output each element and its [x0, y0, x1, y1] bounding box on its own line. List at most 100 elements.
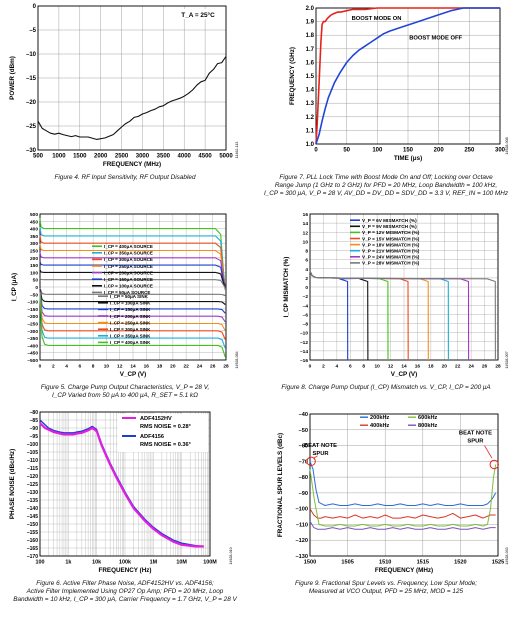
x-tick-label: 14: [401, 364, 407, 370]
x-tick-label: 2: [322, 364, 325, 370]
beat-note-annotation-right-line2: SPUR: [467, 438, 484, 444]
y-tick-label: –120: [296, 538, 308, 544]
mismatch-curve-2: [309, 270, 369, 361]
boost-off-label: BOOST MODE OFF: [409, 35, 462, 41]
y-tick-label: 350: [30, 234, 38, 240]
legend-label: I_CP = 400μA SINK: [110, 340, 151, 345]
y-tick-label: –50: [30, 292, 38, 298]
legend-label: ADF4152HV: [140, 416, 172, 422]
fig9-caption: Figure 9. Fractional Spur Levels vs. Fre…: [258, 580, 514, 596]
mismatch-curve-3: [309, 270, 389, 361]
y-tick-label: –155: [27, 530, 38, 536]
y-tick-label: –125: [27, 482, 38, 488]
fig6-caption-line-3: Bandwidth = 10 kHz, I_CP = 300 μA, Carri…: [13, 596, 237, 604]
rf-sensitivity-line: [37, 56, 227, 140]
x-tick-label: 26: [482, 364, 488, 370]
x-tick-label: 1515: [417, 560, 429, 566]
fig6-caption-line-1: Figure 6. Active Filter Phase Noise, ADF…: [36, 580, 214, 587]
x-tick-label: 8: [92, 364, 95, 370]
x-tick-label: 1M: [150, 560, 158, 566]
x-tick-label: 1000: [52, 154, 66, 160]
y-tick-label: –145: [27, 514, 38, 520]
x-tick-label: 20: [442, 364, 448, 370]
legend-label: I_CP = 400μA SOURCE: [104, 244, 153, 249]
fig9-chart: 1500 1505 1510 1515 1520 1525 –40 –50 –60 –70 –80 –…: [277, 412, 509, 574]
legend-label: V_P = 24V MISMATCH (%): [362, 255, 420, 260]
spur-series-3: [309, 464, 497, 527]
x-tick-label: 1505: [341, 560, 353, 566]
y-tick-label: –200: [27, 314, 38, 320]
y-tick-label: 12: [303, 230, 309, 236]
x-tick-label: 8: [362, 364, 365, 370]
x-tick-label: 3500: [157, 154, 171, 160]
y-tick-label: –140: [27, 506, 38, 512]
legend-box: [118, 414, 208, 452]
x-tick-label: 10k: [92, 560, 101, 566]
legend-label: ADF4156: [140, 434, 164, 440]
fig4-caption: Figure 4. RF Input Sensitivity, RF Outpu…: [54, 174, 196, 181]
y-tick-label: –30: [26, 148, 37, 154]
x-tick-label: 26: [210, 364, 216, 370]
y-tick-label: –115: [27, 466, 38, 472]
y-tick-label: 1.5: [306, 74, 315, 80]
y-tick-label: –100: [27, 442, 38, 448]
legend-label: V_P = 21V MISMATCH (%): [362, 249, 420, 254]
legend-label: I_CP = 50μA SINK: [110, 294, 149, 299]
x-tick-label: 22: [455, 364, 461, 370]
x-tick-label: 6: [349, 364, 352, 370]
legend-label: I_CP = 300μA SOURCE: [104, 257, 153, 262]
y-tick-label: –70: [299, 459, 308, 465]
mismatch-curve-4: [309, 270, 409, 361]
x-tick-label: 1k: [65, 560, 71, 566]
y-tick-label: –40: [299, 412, 308, 418]
plot-frame: [37, 5, 227, 151]
x-tick-label: 10: [374, 364, 380, 370]
legend-label: 400kHz: [370, 423, 389, 429]
y-axis-label: POWER (dBm): [9, 56, 16, 100]
y-tick-label: –120: [27, 474, 38, 480]
y-tick-label: 500: [30, 212, 38, 218]
figure-code: 14928-033: [505, 547, 509, 564]
x-tick-label: 0: [39, 364, 42, 370]
legend-label: I_CP = 250μA SOURCE: [104, 264, 153, 269]
x-tick-label: 1510: [379, 560, 391, 566]
fig6-chart: 100 1k 10k 100k 1M 10M 100M –80 –85 –90 –95 –100 –10…: [9, 410, 233, 574]
mismatch-curve-8: [309, 270, 496, 361]
y-tick-label: –80: [299, 475, 308, 481]
charge-pump-curve-9: [39, 287, 226, 297]
fig6-caption-line-2: Active Filter Implemented Using OP27 Op …: [26, 588, 224, 596]
x-tick-label: 16: [415, 364, 421, 370]
y-tick-label: –160: [27, 538, 38, 544]
plot-frame: [39, 213, 227, 361]
y-tick-label: 1.8: [306, 33, 315, 39]
x-tick-label: 200: [434, 148, 445, 154]
y-tick-label: 250: [30, 249, 38, 255]
y-axis-label: I_CP MISMATCH (%): [283, 257, 290, 318]
x-tick-label: 22: [183, 364, 189, 370]
beat-note-circle-right: [489, 459, 499, 470]
x-tick-label: 1500: [304, 560, 316, 566]
y-tick-label: –300: [27, 329, 38, 335]
x-tick-label: 6: [79, 364, 82, 370]
legend-label: I_CP = 200μA SOURCE: [104, 270, 153, 275]
y-tick-label: –10: [26, 52, 37, 58]
beat-note-pointer-right: [484, 445, 493, 459]
legend-label: V_P = 12V MISMATCH (%): [362, 230, 420, 235]
x-tick-label: 4000: [178, 154, 192, 160]
y-tick-label: –6: [303, 312, 309, 318]
y-tick-label: 150: [30, 263, 38, 269]
x-tick-label: 20: [170, 364, 176, 370]
fig7-caption-line-1: Figure 7. PLL Lock Time with Boost Mode …: [279, 174, 493, 181]
fig9-caption-line-1: Figure 9. Fractional Spur Levels vs. Fre…: [294, 580, 478, 587]
adf4152hv-phase-noise-line: [39, 422, 204, 548]
figure-code: 14928-008: [505, 137, 509, 154]
x-tick-label: 0: [309, 364, 312, 370]
fig7-chart: 0 50 100 150 200 250 300 1.0 1.1 1.2 1.3 1.4 1.5 1.6 1…: [289, 6, 509, 162]
lock-time-series-1: [315, 7, 500, 145]
y-tick-label: 0: [305, 285, 308, 291]
legend-label: I_CP = 300μA SINK: [110, 327, 151, 332]
fig8-chart: 0 2 4 6 8 10 12 14 16 18 20 22 24 26 281614121086420–2…: [283, 212, 509, 378]
legend-label: I_CP = 50μA SOURCE: [104, 290, 150, 295]
y-tick-label: –130: [27, 490, 38, 496]
y-tick-label: 4: [305, 267, 308, 273]
